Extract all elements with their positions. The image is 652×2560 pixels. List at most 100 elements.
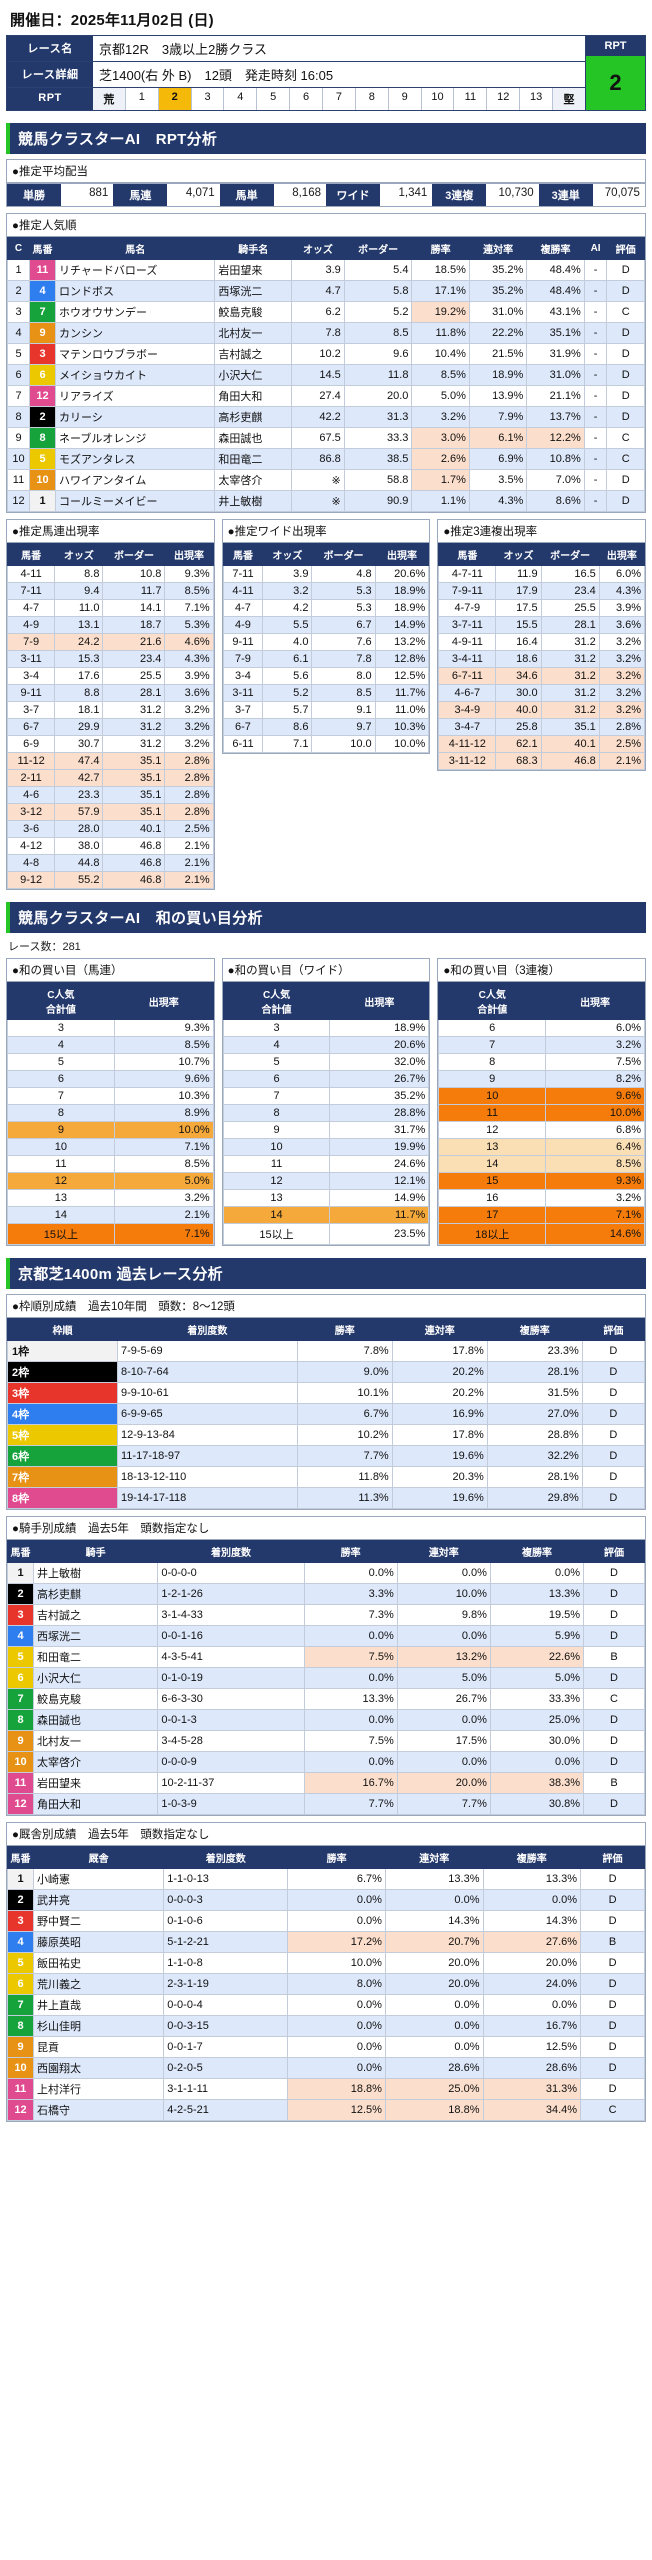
evaluation-cell: D <box>606 406 645 428</box>
border-cell: 9.1 <box>311 701 376 719</box>
border-cell: 58.8 <box>343 469 413 491</box>
rpt-scale-cell[interactable]: 5 <box>256 88 289 110</box>
evaluation-cell: D <box>580 1910 645 1932</box>
rpt-scale-cell[interactable]: 7 <box>322 88 355 110</box>
rpt-scale-cell[interactable]: 12 <box>486 88 519 110</box>
stable-name-cell: 井上直哉 <box>32 1994 165 2016</box>
evaluation-cell: C <box>606 301 645 323</box>
table-row: 4-11 3.2 5.3 18.9% <box>222 582 430 600</box>
table-row: 11 10 ハワイアンタイム 太宰啓介 ※ 58.8 1.7% 3.5% 7.0% - D <box>7 469 645 491</box>
table-row: 1 小崎憲 1-1-0-13 6.7% 13.3% 13.3% D <box>7 1868 645 1890</box>
appearance-rate-cell: 2.5% <box>598 735 646 753</box>
evaluation-cell: C <box>583 1688 645 1710</box>
show-rate-cell: 27.6% <box>482 1931 582 1953</box>
quinella-rate-cell: 20.0% <box>384 1952 484 1974</box>
odds-cell: 17.6 <box>54 667 104 685</box>
appearance-rate-cell: 24.6% <box>329 1155 430 1173</box>
rpt-scale-cell[interactable]: 荒 <box>93 88 125 110</box>
quinella-rate-cell: 14.3% <box>384 1910 484 1932</box>
rpt-scale-cell[interactable]: 11 <box>453 88 486 110</box>
odds-cell: 67.5 <box>291 427 345 449</box>
rpt-scale-cell[interactable]: 10 <box>420 88 454 110</box>
record-cell: 1-2-1-26 <box>157 1583 305 1605</box>
odds-cell: ※ <box>291 469 345 491</box>
umaban-cell: 12 <box>7 1793 34 1815</box>
appearance-rate-cell: 23.5% <box>329 1223 430 1245</box>
umaban-cell: 11 <box>29 259 56 281</box>
quinella-rate-cell: 19.6% <box>391 1487 488 1509</box>
record-cell: 0-1-0-19 <box>157 1667 305 1689</box>
record-cell: 19-14-17-118 <box>117 1487 298 1509</box>
table-row: 3-11-12 68.3 46.8 2.1% <box>438 752 646 770</box>
jockey-results-table: 馬番 騎手 着別度数 勝率 連対率 複勝率 評価 1 井上敏樹 0-0-0-0 0.0% 0.0% 0… <box>7 1540 645 1815</box>
win-rate-cell: 8.0% <box>287 1973 386 1995</box>
rpt-scale-cell[interactable]: 3 <box>190 88 224 110</box>
odds-cell: 4.0 <box>262 633 313 651</box>
table-row: 7枠 18-13-12-110 11.8% 20.3% 28.1% D <box>7 1466 646 1488</box>
rank-cell: 4 <box>7 322 30 344</box>
rank-cell: 12 <box>7 490 30 512</box>
combo-cell: 2-11 <box>6 769 56 787</box>
evaluation-cell: B <box>583 1646 645 1668</box>
waku-color-cell: 6枠 <box>7 1445 118 1467</box>
win-rate-cell: 13.3% <box>303 1688 398 1710</box>
combo-cell: 4-12 <box>6 837 56 855</box>
estimated-payout-panel: ●推定平均配当 単勝 881 馬連 4,071 馬単 8,168 ワイド 1,341 3連複 10… <box>6 159 646 207</box>
table-row: 10 7.1% <box>7 1138 214 1156</box>
column-header: 騎手名 <box>214 237 293 260</box>
show-rate-cell: 48.4% <box>526 259 585 281</box>
stable-name-cell: 杉山佳明 <box>32 2015 165 2037</box>
table-row: 8 7.5% <box>438 1053 646 1071</box>
odds-cell: 4.7 <box>291 280 345 302</box>
sum-value-cell: 15 <box>438 1172 547 1190</box>
rpt-scale-cell[interactable]: 1 <box>124 88 158 110</box>
border-cell: 28.1 <box>102 684 166 702</box>
border-cell: 10.8 <box>102 565 166 583</box>
sum-value-cell: 10 <box>7 1138 115 1156</box>
rpt-scale-cell[interactable]: 2 <box>157 88 191 110</box>
umaban-cell: 5 <box>29 448 56 470</box>
umaban-cell: 5 <box>7 1646 34 1668</box>
odds-cell: 18.6 <box>495 650 542 668</box>
table-header-row: 馬番 厩舎 着別度数 勝率 連対率 複勝率 評価 <box>7 1846 645 1869</box>
quinella-rate-cell: 0.0% <box>396 1625 491 1647</box>
rank-cell: 10 <box>7 448 30 470</box>
win-rate-cell: 10.4% <box>411 343 470 365</box>
appearance-rate-cell: 8.5% <box>545 1155 646 1173</box>
table-row: 4-6-7 30.0 31.2 3.2% <box>438 684 646 702</box>
quinella-rate-cell: 20.2% <box>391 1361 488 1383</box>
column-header: 騎手 <box>32 1540 159 1563</box>
record-cell: 18-13-12-110 <box>117 1466 298 1488</box>
sum-value-cell: 12 <box>7 1172 115 1190</box>
record-cell: 11-17-18-97 <box>117 1445 298 1467</box>
table-row: 12 12.1% <box>222 1172 430 1190</box>
appearance-rate-cell: 12.8% <box>374 650 430 668</box>
appearance-rate-cell: 3.2% <box>598 667 646 685</box>
rpt-scale-cell[interactable]: 13 <box>519 88 552 110</box>
evaluation-cell: D <box>581 1466 646 1488</box>
column-header: 着別度数 <box>157 1540 305 1563</box>
evaluation-cell: D <box>606 364 645 386</box>
border-cell: 8.5 <box>311 684 376 702</box>
evaluation-cell: D <box>580 1952 645 1974</box>
rpt-scale-cell[interactable]: 8 <box>354 88 388 110</box>
payout-value: 881 <box>61 184 114 206</box>
show-rate-cell: 0.0% <box>489 1562 585 1584</box>
table-row: 1 井上敏樹 0-0-0-0 0.0% 0.0% 0.0% D <box>7 1562 645 1584</box>
ai-cell: - <box>583 427 608 449</box>
rpt-scale-cell[interactable]: 9 <box>387 88 421 110</box>
column-header: 連対率 <box>468 237 528 260</box>
border-cell: 28.1 <box>540 616 600 634</box>
sum-value-cell: 15以上 <box>222 1223 331 1245</box>
record-cell: 4-2-5-21 <box>163 2099 289 2121</box>
evaluation-cell: D <box>581 1340 646 1362</box>
rpt-scale-cell[interactable]: 堅 <box>552 88 585 110</box>
stable-name-cell: 武井亮 <box>32 1889 165 1911</box>
evaluation-cell: D <box>581 1382 646 1404</box>
appearance-rate-cell: 7.5% <box>545 1053 646 1071</box>
stable-results-title: ●厩舎別成績 過去5年 頭数指定なし <box>7 1823 645 1846</box>
rpt-scale-cell[interactable]: 4 <box>223 88 256 110</box>
table-row: 10 太宰啓介 0-0-0-9 0.0% 0.0% 0.0% D <box>7 1751 645 1773</box>
rpt-scale-cell[interactable]: 6 <box>289 88 322 110</box>
